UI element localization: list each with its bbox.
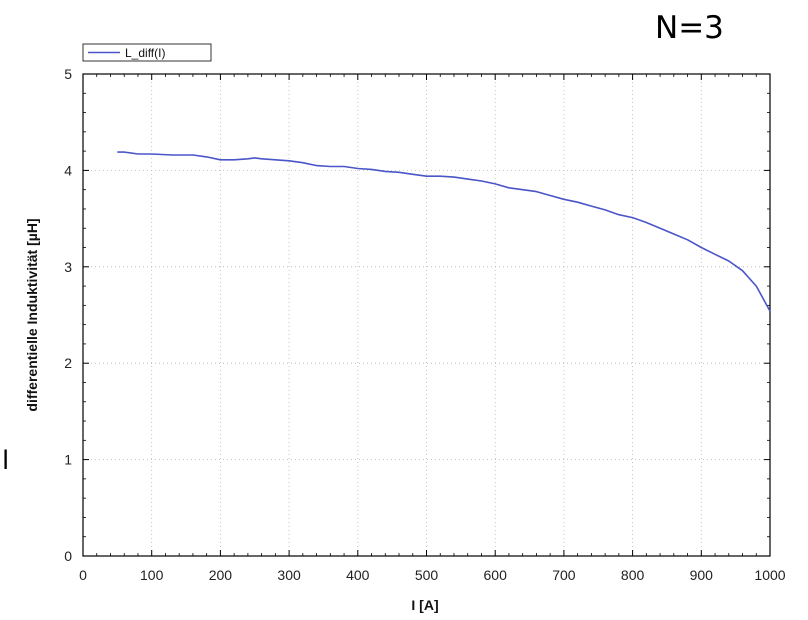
x-tick-label: 900 [690,567,714,583]
x-tick-labels: 0 100 200 300 400 500 600 700 800 900 1000 [79,567,786,583]
n-label: N=3 [655,10,724,46]
x-tick-label: 400 [346,567,370,583]
series-group [117,151,771,312]
y-tick-label: 0 [64,548,72,564]
y-tick-label: 2 [64,355,72,371]
x-tick-label: 500 [415,567,439,583]
x-tick-label: 700 [552,567,576,583]
y-tick-label: 4 [64,162,72,178]
axis-ticks [82,73,771,557]
x-tick-label: 300 [277,567,301,583]
y-tick-labels: 0 1 2 3 4 5 [64,66,72,564]
legend-box [82,43,212,62]
series-line [117,151,771,312]
x-tick-label: 600 [484,567,508,583]
y-axis-title: differentielle Induktivität [µH] [24,218,40,411]
x-axis-title: I [A] [411,597,438,613]
legend-label: L_diff(I) [125,46,165,60]
y-tick-label: 3 [64,259,72,275]
x-tick-label: 0 [79,567,87,583]
y-tick-label: 1 [64,452,72,468]
x-tick-label: 200 [209,567,233,583]
x-tick-label: 1000 [754,567,785,583]
side-mark: l [2,446,10,476]
x-tick-label: 100 [140,567,164,583]
grid-lines [83,74,770,556]
legend: L_diff(I) [82,43,212,62]
y-tick-label: 5 [64,66,72,82]
x-tick-label: 800 [621,567,645,583]
